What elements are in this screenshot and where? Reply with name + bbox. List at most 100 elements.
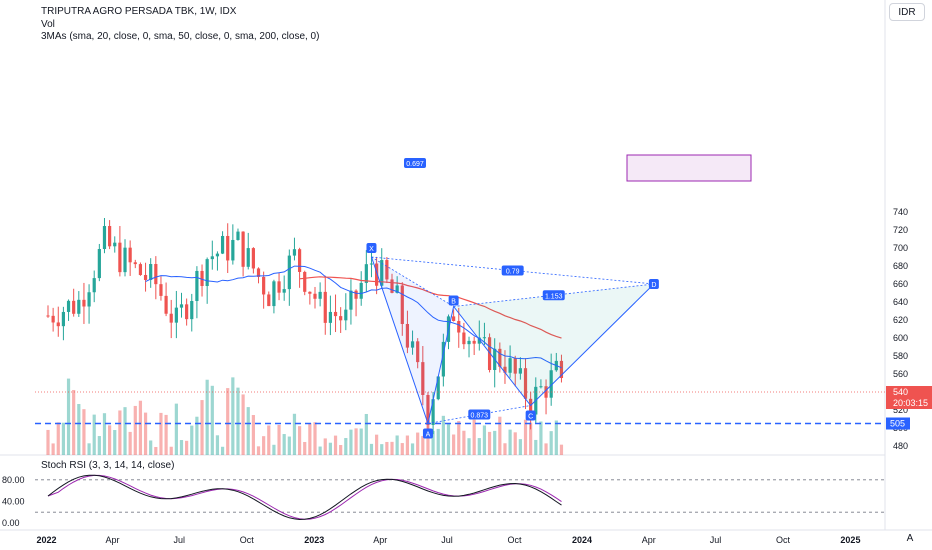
candle-body [149,264,153,280]
volume-bar [498,416,502,455]
ratio-bd-label: 1.153 [545,293,563,300]
candle-body [539,386,543,388]
candle-body [416,341,420,363]
volume-bar [246,407,250,455]
ratio-bd-bg [542,290,565,301]
time-axis-label: Apr [106,535,120,545]
pattern-point-b: B [451,299,456,306]
candle-body [477,337,481,344]
volume-bar [154,446,158,455]
volume-bar [174,403,178,455]
candle-body [251,248,255,269]
candle-body [462,332,466,345]
volume-bar [138,400,143,455]
pattern-fill-bcd [453,284,654,406]
candle-body [277,281,281,293]
volume-bar [133,405,137,455]
volume-bar [205,379,209,455]
volume-bar [431,430,435,455]
stoch-d-line [47,474,562,520]
time-axis-label: Apr [373,535,387,545]
pattern-point-a-bg [422,428,433,439]
volume-bar [251,415,255,455]
candle-body [297,249,302,272]
candle-body [395,285,399,293]
time-axis-label: 2022 [37,535,57,545]
volume-bar [513,432,517,455]
volume-bar [231,377,235,455]
auto-scale-button[interactable]: A [906,533,914,544]
volume-bar [559,444,564,455]
volume-bar [534,439,538,455]
volume-layer [46,377,564,455]
volume-bar [56,422,60,455]
volume-bar [339,445,343,455]
candle-body [523,368,528,399]
current-price-label: 540 [893,387,908,397]
current-price-label-bg [886,386,932,409]
candle-body [349,290,353,310]
support-label-bg [886,417,910,430]
volume-bar [256,446,261,455]
candle-body [375,263,379,286]
candle-body [328,311,332,323]
candle-body [513,358,517,374]
candle-body [72,300,76,314]
volume-bar [323,438,327,455]
price-axis-tick: 680 [893,261,908,271]
candle-body [380,260,384,286]
volume-bar [457,421,461,455]
volume-bar [472,419,476,455]
candle-body [498,348,502,367]
price-axis-tick: 620 [893,315,908,325]
time-axis-label: Oct [776,535,791,545]
candle-body [390,279,394,293]
candle-body [128,247,132,263]
volume-bar [344,438,348,455]
time-axis-label: Jul [710,535,722,545]
candle-body [482,337,487,339]
candle-body [241,231,245,267]
volume-bar [190,425,194,455]
volume-bar [97,436,101,455]
sma-20-line [145,265,562,369]
support-label: 505 [890,419,905,429]
time-axis-label: Apr [642,535,656,545]
volume-bar [297,426,302,455]
volume-bar [241,394,245,455]
volume-bar [66,378,71,455]
candle-body [508,358,512,373]
volume-bar [123,407,127,455]
volume-bar [169,446,173,455]
candle-body [108,226,112,247]
volume-bar [46,429,50,455]
candle-body [226,235,230,261]
pattern-point-d-bg [648,279,659,289]
volume-bar [92,414,96,455]
volume-bar [369,443,374,455]
candle-body [66,300,71,312]
volume-bar [87,443,91,455]
ratio-xd-bg [501,265,524,276]
price-axis-tick: 520 [893,405,908,415]
candle-body [339,316,343,321]
volume-bar [539,421,543,455]
volume-bar [282,434,286,455]
candle-body [333,311,338,317]
volume-bar [508,429,512,455]
candle-body [77,299,81,314]
pattern-point-b-bg [448,295,459,306]
currency-button[interactable]: IDR [889,3,925,21]
volume-bar [195,416,199,455]
volume-bar [354,428,358,455]
volume-bar [349,429,353,455]
candle-body [431,399,435,425]
candle-body [215,253,220,257]
volume-bar [554,420,558,455]
stoch-rsi-legend: Stoch RSI (3, 3, 14, 14, close) [41,460,175,471]
candle-body [231,239,235,261]
candle-body [210,256,214,260]
candle-body [113,242,117,247]
time-axis-label: Oct [507,535,522,545]
